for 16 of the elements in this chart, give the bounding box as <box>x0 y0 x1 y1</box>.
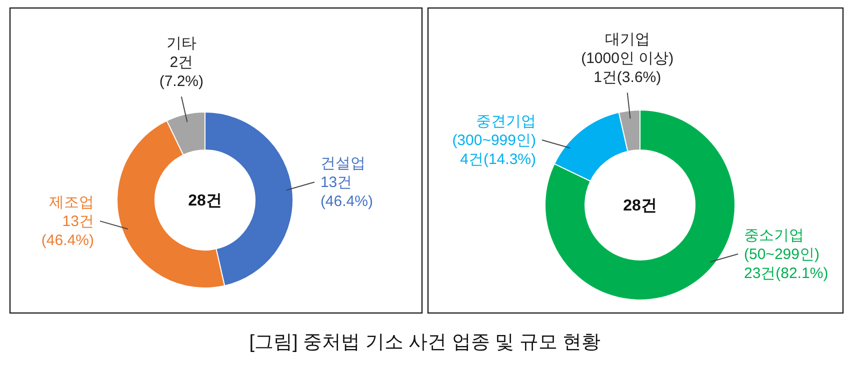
slice-label: 중소기업 (50~299인) <box>744 227 820 263</box>
text: 28건 <box>623 198 657 215</box>
data-label: 1건(3.6%) <box>594 68 662 86</box>
data-label: 13건 (46.4%) <box>320 174 373 210</box>
text: 28건 <box>188 192 222 210</box>
slice-label: 대기업 (1000인 이상) <box>581 30 674 67</box>
data-label: 13건 (46.4%) <box>41 213 94 250</box>
data-label: 23건(82.1%) <box>744 265 828 282</box>
data-label: 4건(14.3%) <box>460 151 536 168</box>
slice-label: 건설업 <box>320 155 366 172</box>
slice-label: 기타 <box>166 34 196 52</box>
slice-label: 중견기업 (300~999인) <box>452 113 536 149</box>
slice-label: 제조업 <box>48 194 94 212</box>
data-label: 2건 (7.2%) <box>159 54 204 90</box>
donut-slice <box>544 110 736 300</box>
text: [그림] 중처법 기소 사건 업종 및 규모 현황 <box>249 332 601 353</box>
